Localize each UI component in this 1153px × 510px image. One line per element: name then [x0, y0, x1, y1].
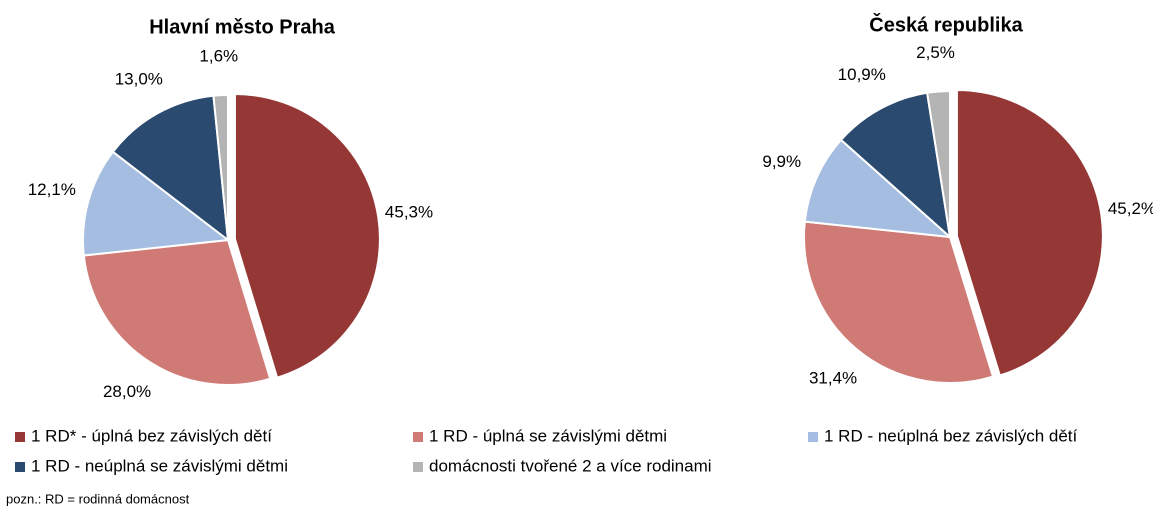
data-label: 31,4% — [809, 369, 857, 388]
data-label: 9,9% — [762, 152, 801, 171]
data-label: 12,1% — [28, 180, 76, 199]
pie-slice — [955, 88, 1104, 377]
pie-slice — [925, 89, 951, 238]
data-label: 1,6% — [199, 47, 238, 66]
chart-title: Česká republika — [869, 12, 1023, 36]
data-label: 28,0% — [103, 382, 151, 401]
legend-swatch — [413, 462, 423, 472]
data-label: 2,5% — [916, 43, 955, 62]
legend-swatch — [808, 432, 818, 442]
data-label: 13,0% — [115, 70, 163, 89]
pie-slice — [212, 93, 229, 241]
data-label: 45,2% — [1108, 199, 1153, 218]
legend-swatch — [413, 432, 423, 442]
pie-slice — [82, 238, 272, 386]
legend-swatch — [15, 432, 25, 442]
pie-slice — [839, 91, 952, 240]
legend-label: 1 RD - neúplná se závislými dětmi — [31, 456, 288, 475]
pie-slice — [233, 92, 381, 379]
pie-slice — [82, 150, 231, 257]
legend-label: 1 RD* - úplná bez závislých dětí — [31, 426, 272, 445]
note: pozn.: RD = rodinná domácnost — [6, 491, 190, 506]
pie-slice — [803, 220, 995, 384]
legend-swatch — [15, 462, 25, 472]
chart-title: Hlavní město Praha — [149, 16, 336, 38]
legend-label: domácnosti tvořené 2 a více rodinami — [429, 456, 712, 475]
legend-label: 1 RD - neúplná bez závislých dětí — [824, 426, 1078, 445]
pie-slice — [111, 94, 230, 243]
data-label: 45,3% — [385, 203, 433, 222]
data-label: 10,9% — [838, 65, 886, 84]
legend-label: 1 RD - úplná se závislými dětmi — [429, 426, 667, 445]
pie-slice — [803, 138, 953, 239]
